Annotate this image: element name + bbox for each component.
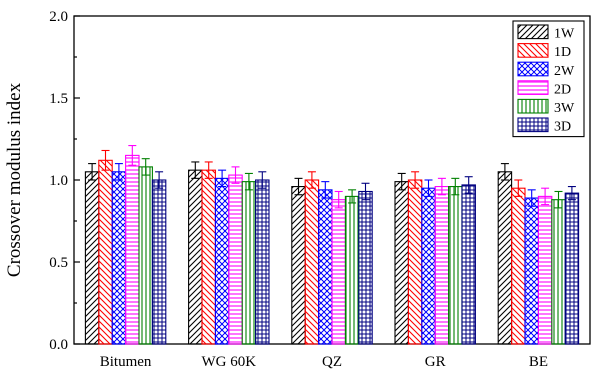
x-tick-label: WG 60K	[202, 354, 257, 370]
legend-frame	[512, 20, 585, 138]
bar	[421, 187, 436, 345]
bar	[291, 186, 306, 345]
y-tick-label: 0.5	[49, 255, 68, 271]
bar	[564, 192, 580, 345]
y-tick-label: 0.0	[49, 337, 68, 353]
bar	[344, 195, 360, 345]
bar	[98, 159, 113, 345]
legend-label: 2W	[554, 64, 575, 79]
bar	[537, 195, 553, 345]
y-axis-label: Crossover modulus index	[4, 82, 25, 277]
bar	[524, 197, 539, 345]
x-tick-label: Bitumen	[100, 354, 152, 370]
y-tick-label: 1.5	[49, 91, 68, 107]
bar	[497, 171, 513, 345]
x-tick-label: BE	[529, 354, 548, 370]
legend-swatch	[517, 80, 549, 95]
bar	[151, 179, 167, 345]
legend-swatch	[517, 98, 549, 114]
legend-label: 2D	[554, 82, 571, 97]
y-tick-label: 2.0	[49, 9, 68, 25]
legend-swatch	[517, 24, 549, 40]
bar	[551, 199, 566, 345]
bar	[511, 187, 526, 345]
bar	[304, 179, 320, 345]
bar	[201, 169, 216, 345]
bar	[125, 154, 140, 345]
bar	[241, 181, 257, 345]
legend-label: 3W	[554, 101, 575, 116]
bar	[138, 166, 153, 345]
bar	[331, 199, 346, 345]
y-tick-label: 1.0	[49, 173, 68, 189]
bar	[407, 179, 423, 345]
bar	[358, 190, 373, 345]
legend-label: 1D	[554, 45, 571, 60]
bar	[448, 186, 463, 345]
bar	[228, 174, 243, 345]
legend-swatch	[517, 117, 549, 133]
bar	[318, 189, 333, 345]
bar	[214, 177, 230, 345]
bar	[434, 186, 450, 345]
legend-label: 3D	[554, 120, 571, 135]
bar	[84, 171, 100, 345]
x-tick-label: GR	[425, 354, 446, 370]
bar	[461, 184, 476, 345]
bar	[255, 179, 270, 345]
x-tick-label: QZ	[322, 354, 342, 370]
bar	[394, 181, 409, 345]
legend-label: 1W	[554, 27, 575, 42]
bar	[111, 171, 127, 345]
legend-swatch	[517, 43, 549, 58]
legend: 1W 1D 2W 2D 3W 3D	[512, 20, 585, 138]
bar	[188, 169, 203, 345]
legend-swatch	[517, 61, 549, 77]
